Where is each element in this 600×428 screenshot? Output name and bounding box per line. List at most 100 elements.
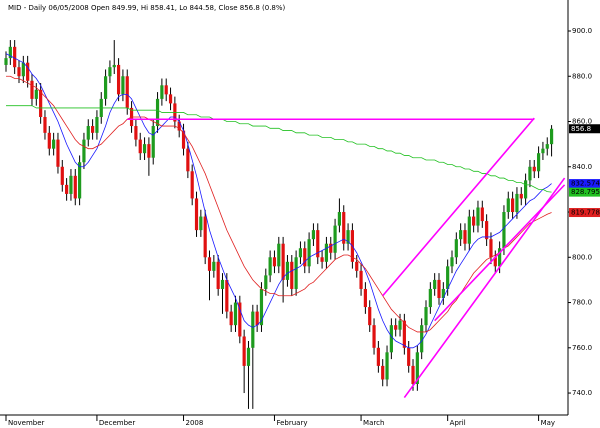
candle-body xyxy=(498,248,502,267)
candle-body xyxy=(346,230,350,244)
last-value-label-box xyxy=(569,208,600,218)
candle-body xyxy=(26,62,30,81)
candle-body xyxy=(528,166,532,181)
candle-body xyxy=(519,193,523,199)
candle-body xyxy=(199,216,203,231)
candle-body xyxy=(268,257,272,276)
candle-body xyxy=(142,144,147,154)
candle-body xyxy=(524,180,528,199)
candle-body xyxy=(47,132,51,149)
candle-body xyxy=(60,166,64,185)
x-tick-label: December xyxy=(99,419,135,427)
candle-body xyxy=(385,352,389,380)
candle-body xyxy=(242,336,246,366)
candle-body xyxy=(303,248,307,267)
candle-body xyxy=(467,216,471,244)
x-tick-label: 2008 xyxy=(186,419,204,427)
candle-body xyxy=(138,139,142,154)
candle-body xyxy=(511,198,515,213)
last-value-label: 828.795 xyxy=(571,188,600,196)
candle-body xyxy=(446,266,450,289)
candle-body xyxy=(428,288,432,308)
candle-body xyxy=(324,243,329,262)
candle-body xyxy=(160,85,164,99)
trendline xyxy=(434,184,566,322)
last-close-label-box xyxy=(569,124,600,134)
candle-body xyxy=(437,279,441,299)
candle-body xyxy=(281,243,285,280)
candle-body xyxy=(225,279,229,312)
candle-body xyxy=(30,80,34,99)
candle-body xyxy=(190,171,194,199)
candle-body xyxy=(13,46,17,68)
candle-body xyxy=(177,121,181,131)
candle-body xyxy=(337,212,342,226)
moving-average xyxy=(5,53,552,349)
candle-body xyxy=(238,302,242,337)
candle-body xyxy=(424,307,428,326)
candle-body xyxy=(480,207,484,222)
candle-body xyxy=(216,261,220,289)
candle-body xyxy=(381,365,385,380)
candle-body xyxy=(108,67,112,77)
candle-body xyxy=(155,98,160,127)
candle-body xyxy=(259,288,264,326)
x-tick-label: February xyxy=(276,419,307,427)
candle-body xyxy=(290,261,294,289)
y-tick-label: 840.0 xyxy=(572,163,592,171)
candle-body xyxy=(134,126,138,140)
candle-body xyxy=(454,239,458,258)
candle-body xyxy=(402,320,406,348)
candle-body xyxy=(194,198,199,231)
candle-body xyxy=(151,126,155,158)
candle-body xyxy=(112,64,116,68)
candle-body xyxy=(355,261,359,271)
candle-body xyxy=(485,221,489,240)
candle-body xyxy=(472,216,476,226)
candle-body xyxy=(320,257,324,262)
candle-body xyxy=(372,325,376,348)
candle-body xyxy=(116,64,121,95)
candle-body xyxy=(17,67,21,77)
candle-body xyxy=(229,311,233,326)
candle-body xyxy=(316,230,320,258)
y-tick-label: 780.0 xyxy=(572,299,592,307)
candle-body xyxy=(168,94,173,104)
candle-body xyxy=(549,128,554,145)
candle-body xyxy=(294,257,298,289)
candle-body xyxy=(264,275,268,289)
candle-body xyxy=(541,148,545,154)
candle-body xyxy=(502,212,506,249)
candle-body xyxy=(251,311,255,348)
candle-body xyxy=(363,288,367,308)
y-tick-label: 900.0 xyxy=(572,27,592,35)
last-value-label-box xyxy=(569,187,600,197)
candle-body xyxy=(73,175,77,199)
candle-body xyxy=(433,279,437,289)
candle-body xyxy=(95,116,99,133)
candle-body xyxy=(411,365,415,384)
x-tick-label: May xyxy=(541,419,555,427)
candle-body xyxy=(52,139,56,149)
candle-body xyxy=(203,216,207,258)
candle-body xyxy=(329,243,333,253)
candle-body xyxy=(307,239,311,267)
last-value-label: 819.778 xyxy=(571,209,600,217)
candle-body xyxy=(255,311,259,326)
candle-body xyxy=(246,347,251,366)
y-tick-label: 740.0 xyxy=(572,389,592,397)
moving-average xyxy=(6,105,552,193)
x-tick-label: March xyxy=(363,419,384,427)
candle-body xyxy=(147,144,151,158)
candle-body xyxy=(272,257,277,267)
candle-body xyxy=(545,144,549,149)
candle-body xyxy=(441,288,445,299)
x-tick-label: November xyxy=(8,419,45,427)
candle-body xyxy=(8,46,12,59)
candle-body xyxy=(82,139,86,163)
candle-body xyxy=(212,261,216,271)
trendline xyxy=(382,117,535,297)
candle-body xyxy=(342,212,346,244)
